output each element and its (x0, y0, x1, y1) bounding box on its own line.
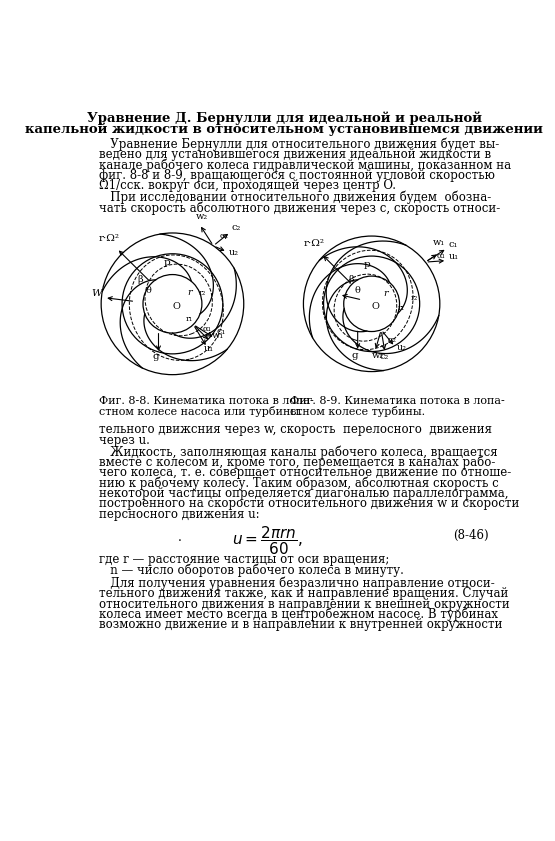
Text: O: O (173, 302, 180, 310)
Text: r·Ω²: r·Ω² (304, 239, 325, 248)
Text: α₁: α₁ (203, 325, 211, 333)
Text: u₂: u₂ (397, 343, 407, 352)
Text: β: β (138, 275, 143, 284)
Text: колеса имеет место всегда в центробежном насосе. В турбинах: колеса имеет место всегда в центробежном… (99, 608, 498, 621)
Text: w₂: w₂ (372, 351, 384, 360)
Text: r: r (187, 288, 192, 297)
Text: канале рабочего колеса гидравлической машины, показанном на: канале рабочего колеса гидравлической ма… (99, 159, 511, 172)
Text: некоторой частицы определяется диагональю параллелограмма,: некоторой частицы определяется диагональ… (99, 487, 508, 500)
Text: стном колесе турбины.: стном колесе турбины. (290, 406, 425, 417)
Text: α₁: α₁ (436, 252, 445, 260)
Text: Ω1/сск. вокруг оси, проходящей через центр O.: Ω1/сск. вокруг оси, проходящей через цен… (99, 179, 396, 193)
Text: p: p (364, 260, 371, 269)
Text: θ: θ (145, 286, 151, 295)
Text: через u.: через u. (99, 434, 150, 447)
Text: фиг. 8-8 и 8-9, вращающегося с постоянной угловой скоростью: фиг. 8-8 и 8-9, вращающегося с постоянно… (99, 169, 495, 182)
Text: тельного движсния через w, скорость  перелосного  движения: тельного движсния через w, скорость пере… (99, 423, 492, 436)
Text: (8-46): (8-46) (453, 529, 488, 542)
Text: Фиг. 8-9. Кинематика потока в лопа-: Фиг. 8-9. Кинематика потока в лопа- (290, 396, 505, 406)
Text: ведено для установившегося движения идеальной жидкости в: ведено для установившегося движения идеа… (99, 148, 491, 161)
Text: w₂: w₂ (196, 212, 209, 221)
Text: W: W (91, 289, 102, 298)
Text: θ: θ (355, 286, 360, 295)
Text: Фиг. 8-8. Кинематика потока в лопа-: Фиг. 8-8. Кинематика потока в лопа- (99, 396, 314, 406)
Text: $u = \dfrac{2\pi r n}{60},$: $u = \dfrac{2\pi r n}{60},$ (232, 525, 302, 558)
Text: w₁: w₁ (433, 238, 445, 247)
Text: c₁: c₁ (448, 240, 458, 249)
Text: возможно движение и в направлении к внутренней окружности: возможно движение и в направлении к внут… (99, 618, 502, 632)
Text: r₂: r₂ (411, 294, 418, 302)
Text: r₂: r₂ (198, 288, 205, 297)
Text: капельной жидкости в относительном установившемся движении: капельной жидкости в относительном устан… (25, 123, 543, 136)
Text: r₁: r₁ (186, 315, 193, 323)
Text: α₂: α₂ (387, 336, 396, 343)
Text: .: . (178, 531, 181, 543)
Text: g: g (152, 352, 159, 362)
Text: u₁: u₁ (204, 345, 214, 353)
Text: относительного движения в направлении к внешней окружности: относительного движения в направлении к … (99, 598, 509, 611)
Text: При исследовании относительного движения будем  обозна-: При исследовании относительного движения… (99, 191, 491, 204)
Text: r₁: r₁ (397, 304, 405, 312)
Text: где r — расстояние частицы от оси вращения;: где r — расстояние частицы от оси вращен… (99, 553, 389, 566)
Text: β: β (349, 275, 354, 284)
Text: α₂: α₂ (220, 232, 229, 240)
Text: c₁: c₁ (216, 327, 226, 336)
Text: p: p (163, 258, 170, 267)
Text: нию к рабочему колесу. Таким образом, абсолютная скорость c: нию к рабочему колесу. Таким образом, аб… (99, 477, 498, 490)
Text: Для получения уравнения безразлично направление относи-: Для получения уравнения безразлично напр… (99, 577, 495, 590)
Text: g: g (351, 351, 358, 360)
Text: r: r (384, 289, 388, 298)
Text: u₂: u₂ (229, 248, 239, 257)
Text: Уравнение Бернулли для относительного движения будет вы-: Уравнение Бернулли для относительного дв… (99, 138, 499, 151)
Text: чего колеса, т. е. совершает относительное движение по отноше-: чего колеса, т. е. совершает относительн… (99, 466, 511, 479)
Text: Жидкость, заполняющая каналы рабочего колеса, вращается: Жидкость, заполняющая каналы рабочего ко… (99, 446, 497, 459)
Text: O: O (371, 302, 380, 310)
Text: w₁: w₁ (212, 331, 224, 341)
Text: персносного движения u:: персносного движения u: (99, 508, 259, 521)
Text: построенного на скорости относительного движения w и скорости: построенного на скорости относительного … (99, 498, 519, 510)
Text: c₂: c₂ (232, 224, 241, 232)
Text: n — число оборотов рабочего колеса в минуту.: n — число оборотов рабочего колеса в мин… (99, 563, 403, 577)
Text: r·Ω²: r·Ω² (99, 234, 120, 243)
Text: чать скорость абсолютного движения через c, скорость относи-: чать скорость абсолютного движения через… (99, 201, 500, 214)
Text: тельного движения также, как и направление вращения. Случай: тельного движения также, как и направлен… (99, 587, 508, 600)
Text: вместе с колесом и, кроме того, перемещается в каналах рабо-: вместе с колесом и, кроме того, перемеща… (99, 456, 495, 469)
Text: u₁: u₁ (448, 252, 459, 261)
Text: c₂: c₂ (380, 352, 389, 361)
Text: Уравнение Д. Бернулли для идеальной и реальной: Уравнение Д. Бернулли для идеальной и ре… (87, 112, 482, 125)
Text: стном колесе насоса или турбины.: стном колесе насоса или турбины. (99, 406, 302, 417)
